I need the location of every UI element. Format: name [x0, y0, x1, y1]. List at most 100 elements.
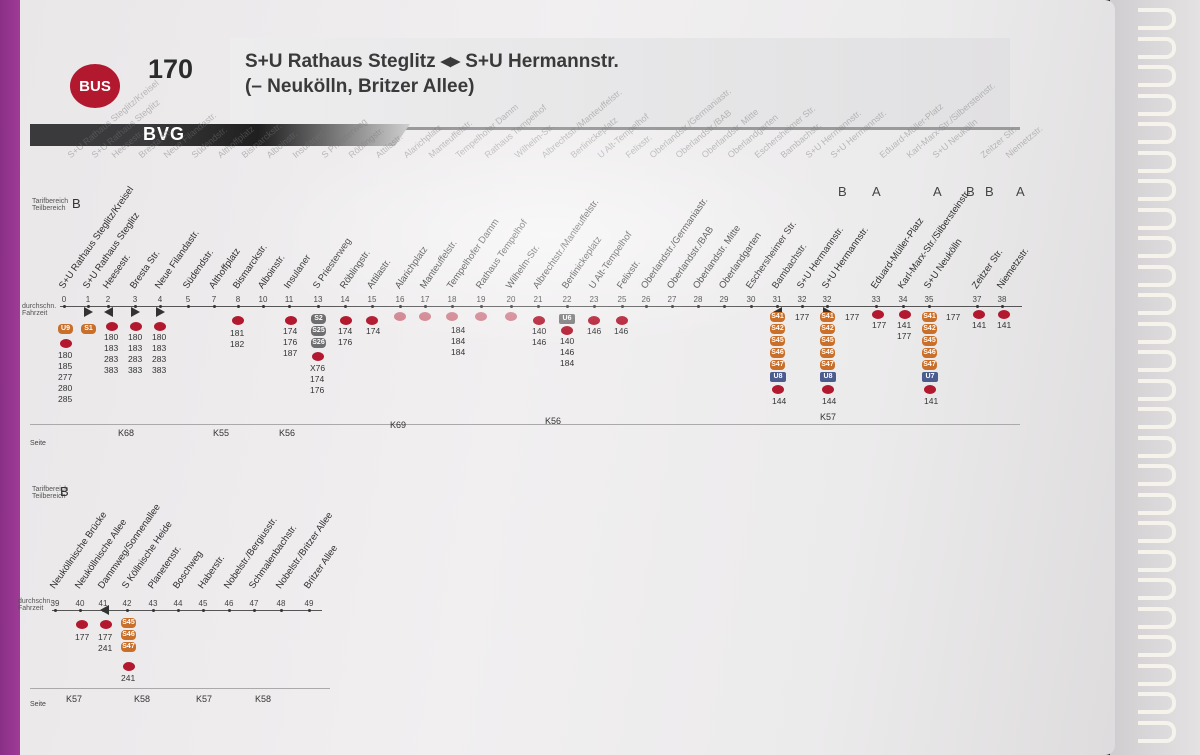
coil-loop	[1138, 293, 1176, 315]
stop-dot	[801, 305, 804, 308]
connection-line-number: 177	[845, 312, 860, 322]
connection-line-number: 181	[230, 328, 245, 338]
connection-line-number: 174	[338, 326, 353, 336]
stop-dot	[480, 305, 483, 308]
stop-time: 19	[476, 295, 486, 304]
stop-time: 20	[506, 295, 516, 304]
fahrzeit-label: durchschn. Fahrzeit	[22, 303, 57, 317]
bus-connection-dot	[312, 352, 324, 361]
stop-dot	[134, 305, 137, 308]
stop-time: 2	[105, 295, 111, 304]
s-bahn-badge: S42	[820, 324, 835, 334]
stop-dot	[371, 305, 374, 308]
coil-loop	[1138, 122, 1176, 144]
connection-line-number: 177	[795, 312, 810, 322]
stop-time: 39	[50, 599, 60, 608]
stop-dot	[159, 305, 162, 308]
connection-line-number: 182	[230, 339, 245, 349]
stop-time: 34	[898, 295, 908, 304]
tarif-label: Tarifbereich Teilbereich	[32, 486, 69, 500]
coil-loop	[1138, 663, 1176, 686]
coil-loop	[1138, 350, 1176, 372]
coil-loop	[1138, 65, 1176, 87]
direction-arrow	[131, 307, 140, 317]
stop-dot	[344, 305, 347, 308]
stop-dot	[424, 305, 427, 308]
stop-time: 8	[235, 295, 241, 304]
bus-connection-dot	[998, 310, 1010, 319]
stop-dot	[126, 609, 129, 612]
stop-time: 38	[997, 295, 1007, 304]
coil-loop	[1138, 407, 1176, 429]
stop-time: 16	[395, 295, 405, 304]
connection-line-number: 141	[924, 396, 939, 406]
stop-dot	[187, 305, 190, 308]
stop-dot	[537, 305, 540, 308]
coil-loop	[1138, 435, 1176, 458]
stop-dot	[54, 609, 57, 612]
bus-connection-dot	[154, 322, 166, 331]
direction-arrow	[84, 307, 93, 317]
coil-loop	[1138, 321, 1176, 344]
connection-line-number: 241	[98, 643, 113, 653]
s-bahn-badge: S46	[770, 348, 785, 358]
connection-line-number: 177	[75, 632, 90, 642]
connection-line-number: X76	[310, 363, 326, 373]
page-ref-rule	[30, 688, 330, 689]
bus-connection-dot	[899, 310, 911, 319]
bus-connection-dot	[100, 620, 112, 629]
coil-loop	[1138, 93, 1176, 116]
page-ref: K58	[134, 694, 151, 704]
binder-cover	[0, 0, 22, 755]
stop-dot	[317, 305, 320, 308]
page-ref: K56	[279, 428, 296, 438]
connection-line-number: 283	[104, 354, 119, 364]
stop-dot	[202, 609, 205, 612]
connection-line-number: 383	[104, 365, 119, 375]
stop-time: 7	[211, 295, 217, 304]
stop-time: 42	[122, 599, 132, 608]
stop-dot	[750, 305, 753, 308]
stop-time: 47	[249, 599, 259, 608]
connection-line-number: 146	[532, 337, 547, 347]
bus-connection-dot	[340, 316, 352, 325]
stop-dot	[671, 305, 674, 308]
bus-mode-badge: BUS	[70, 64, 120, 108]
s-bahn-badge: S26	[311, 338, 326, 348]
stop-dot	[451, 305, 454, 308]
coil-loop	[1138, 264, 1176, 287]
stop-dot	[253, 609, 256, 612]
connection-line-number: 146	[560, 347, 575, 357]
s-bahn-badge: S47	[922, 360, 937, 370]
connection-line-number: 140	[560, 336, 575, 346]
bus-connection-dot	[394, 312, 406, 321]
stop-time: 15	[367, 295, 377, 304]
coil-loop	[1138, 207, 1176, 230]
page-ref: K57	[66, 694, 83, 704]
stop-time: 45	[198, 599, 208, 608]
stop-time: 10	[258, 295, 268, 304]
connection-line-number: 183	[104, 343, 119, 353]
u-bahn-badge: U7	[922, 372, 938, 382]
operator-name: BVG	[143, 124, 186, 144]
page-ref: K58	[255, 694, 272, 704]
stop-time: 49	[304, 599, 314, 608]
connection-line-number: 283	[152, 354, 167, 364]
s-bahn-badge: S42	[770, 324, 785, 334]
s-bahn-badge: S46	[121, 630, 136, 640]
connection-line-number: 177	[897, 331, 912, 341]
fahrzeit-label: durchschn. Fahrzeit	[18, 598, 53, 612]
s-bahn-badge: S46	[922, 348, 937, 358]
direction-arrow	[156, 307, 165, 317]
stop-time: 35	[924, 295, 934, 304]
connection-line-number: 176	[283, 337, 298, 347]
bus-connection-dot	[446, 312, 458, 321]
s-bahn-badge: S1	[81, 324, 96, 334]
s-bahn-badge: S45	[922, 336, 937, 346]
coil-loop	[1138, 492, 1176, 515]
connection-line-number: 180	[58, 350, 73, 360]
bus-connection-dot	[76, 620, 88, 629]
bus-connection-dot	[533, 316, 545, 325]
stop-dot	[228, 609, 231, 612]
